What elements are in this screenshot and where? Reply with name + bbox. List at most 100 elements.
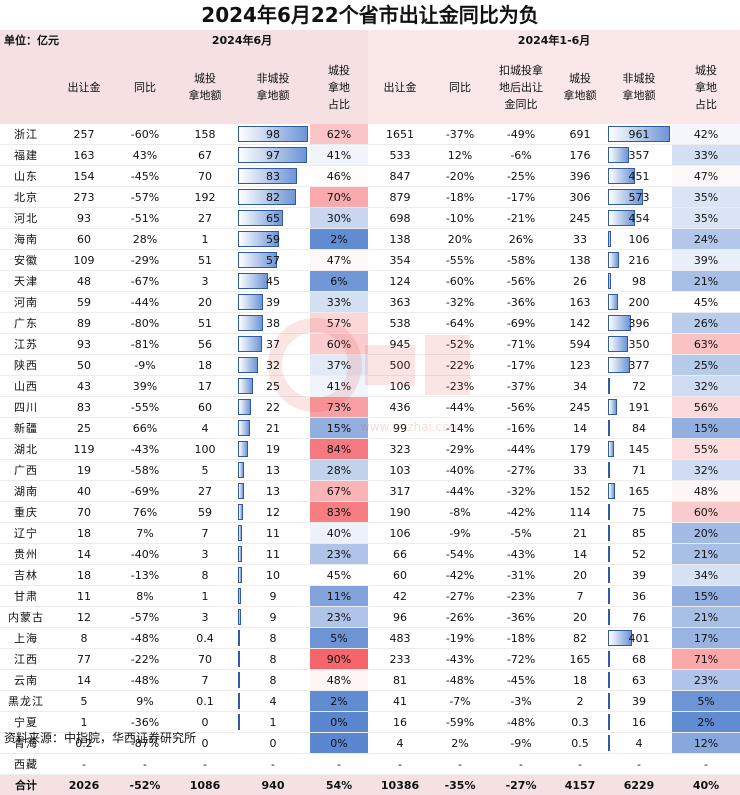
cell-ytd_ct: 396 xyxy=(554,166,606,187)
cell-ytd_share: 32% xyxy=(672,376,740,397)
bar-cell-ytd_nonct: 85 xyxy=(606,523,672,544)
cell-jun_share: 83% xyxy=(310,502,368,523)
cell-ytd_ct: 7 xyxy=(554,586,606,607)
cell-ytd_yoy: -64% xyxy=(432,313,488,334)
bar-cell-ytd_nonct: 72 xyxy=(606,376,672,397)
bar-value: - xyxy=(271,758,275,771)
bar-cell-jun_nonct: 9 xyxy=(236,607,310,628)
cell-ytd_share: 63% xyxy=(672,334,740,355)
cell-ytd_ct: 114 xyxy=(554,502,606,523)
header-row-columns: 出让金同比城投拿地额非城投拿地额城投拿地占比出让金同比扣城投拿地后出让金同比城投… xyxy=(0,50,740,124)
data-bar xyxy=(608,252,619,268)
bar-value: 454 xyxy=(629,212,650,225)
bar-cell-jun_nonct: 97 xyxy=(236,145,310,166)
cell-ytd_yoy: -26% xyxy=(432,607,488,628)
cell-ytd_adj: -36% xyxy=(488,607,554,628)
cell-jun_yoy: -57% xyxy=(116,187,174,208)
cell-ytd_ct: 21 xyxy=(554,523,606,544)
column-header-8: 扣城投拿地后出让金同比 xyxy=(488,50,554,124)
cell-jun_rev: 89 xyxy=(52,313,116,334)
cell-jun_ct: 100 xyxy=(174,439,236,460)
cell-ytd_ct: 18 xyxy=(554,670,606,691)
cell-jun_ct: 1086 xyxy=(174,775,236,795)
bar-cell-ytd_nonct: 377 xyxy=(606,355,672,376)
cell-ytd_adj: -3% xyxy=(488,691,554,712)
data-bar xyxy=(608,609,610,625)
cell-ytd_rev: 533 xyxy=(368,145,432,166)
cell-province: 河北 xyxy=(0,208,52,229)
data-bar xyxy=(608,462,610,478)
bar-value: 59 xyxy=(266,233,280,246)
cell-ytd_share: 35% xyxy=(672,208,740,229)
cell-ytd_rev: 190 xyxy=(368,502,432,523)
cell-ytd_ct: 26 xyxy=(554,271,606,292)
cell-ytd_share: 47% xyxy=(672,166,740,187)
cell-jun_ct: 51 xyxy=(174,313,236,334)
column-header-3: 城投拿地额 xyxy=(174,50,236,124)
cell-ytd_yoy: -22% xyxy=(432,355,488,376)
cell-jun_share: 41% xyxy=(310,145,368,166)
cell-province: 西藏 xyxy=(0,754,52,775)
cell-ytd_share: 71% xyxy=(672,649,740,670)
cell-ytd_adj: -72% xyxy=(488,649,554,670)
cell-province: 山东 xyxy=(0,166,52,187)
bar-cell-ytd_nonct: 191 xyxy=(606,397,672,418)
cell-ytd_ct: 2 xyxy=(554,691,606,712)
bar-cell-jun_nonct: 32 xyxy=(236,355,310,376)
cell-jun_ct: 27 xyxy=(174,208,236,229)
cell-jun_yoy: -48% xyxy=(116,670,174,691)
cell-jun_ct: 27 xyxy=(174,481,236,502)
cell-ytd_ct: 0.5 xyxy=(554,733,606,754)
bar-value: 11 xyxy=(266,527,280,540)
bar-cell-ytd_nonct: 76 xyxy=(606,607,672,628)
cell-ytd_ct: 14 xyxy=(554,544,606,565)
bar-cell-jun_nonct: 10 xyxy=(236,565,310,586)
bar-cell-ytd_nonct: 216 xyxy=(606,250,672,271)
cell-jun_rev: 40 xyxy=(52,481,116,502)
cell-jun_rev: 257 xyxy=(52,124,116,145)
bar-cell-ytd_nonct: 451 xyxy=(606,166,672,187)
cell-ytd_rev: 106 xyxy=(368,523,432,544)
bar-value: 84 xyxy=(632,422,646,435)
bar-cell-ytd_nonct: - xyxy=(606,754,672,775)
cell-jun_share: 57% xyxy=(310,313,368,334)
bar-cell-ytd_nonct: 357 xyxy=(606,145,672,166)
cell-province: 内蒙古 xyxy=(0,607,52,628)
group-june-label: 2024年6月 xyxy=(116,30,368,50)
bar-cell-jun_nonct: 0 xyxy=(236,733,310,754)
cell-ytd_yoy: -20% xyxy=(432,166,488,187)
data-bar xyxy=(608,441,614,457)
bar-value: 57 xyxy=(266,254,280,267)
bar-cell-ytd_nonct: 63 xyxy=(606,670,672,691)
data-bar xyxy=(238,714,240,730)
cell-jun_ct: 7 xyxy=(174,523,236,544)
cell-province: 江苏 xyxy=(0,334,52,355)
cell-jun_share: 60% xyxy=(310,334,368,355)
cell-ytd_rev: 10386 xyxy=(368,775,432,795)
bar-value: 8 xyxy=(270,674,277,687)
bar-value: 4 xyxy=(636,737,643,750)
bar-value: 45 xyxy=(266,275,280,288)
bar-value: 68 xyxy=(632,653,646,666)
bar-value: 98 xyxy=(632,275,646,288)
data-bar xyxy=(238,420,250,436)
bar-cell-ytd_nonct: 165 xyxy=(606,481,672,502)
cell-ytd_yoy: -44% xyxy=(432,481,488,502)
bar-cell-ytd_nonct: 52 xyxy=(606,544,672,565)
cell-ytd_yoy: -18% xyxy=(432,187,488,208)
cell-ytd_rev: 698 xyxy=(368,208,432,229)
bar-cell-jun_nonct: 39 xyxy=(236,292,310,313)
cell-jun_yoy: -22% xyxy=(116,649,174,670)
bar-cell-ytd_nonct: 401 xyxy=(606,628,672,649)
bar-value: 216 xyxy=(629,254,650,267)
cell-jun_yoy: -43% xyxy=(116,439,174,460)
bar-cell-jun_nonct: 11 xyxy=(236,523,310,544)
bar-value: 65 xyxy=(266,212,280,225)
bar-value: 71 xyxy=(632,464,646,477)
cell-ytd_ct: 0.3 xyxy=(554,712,606,733)
cell-ytd_adj: 26% xyxy=(488,229,554,250)
